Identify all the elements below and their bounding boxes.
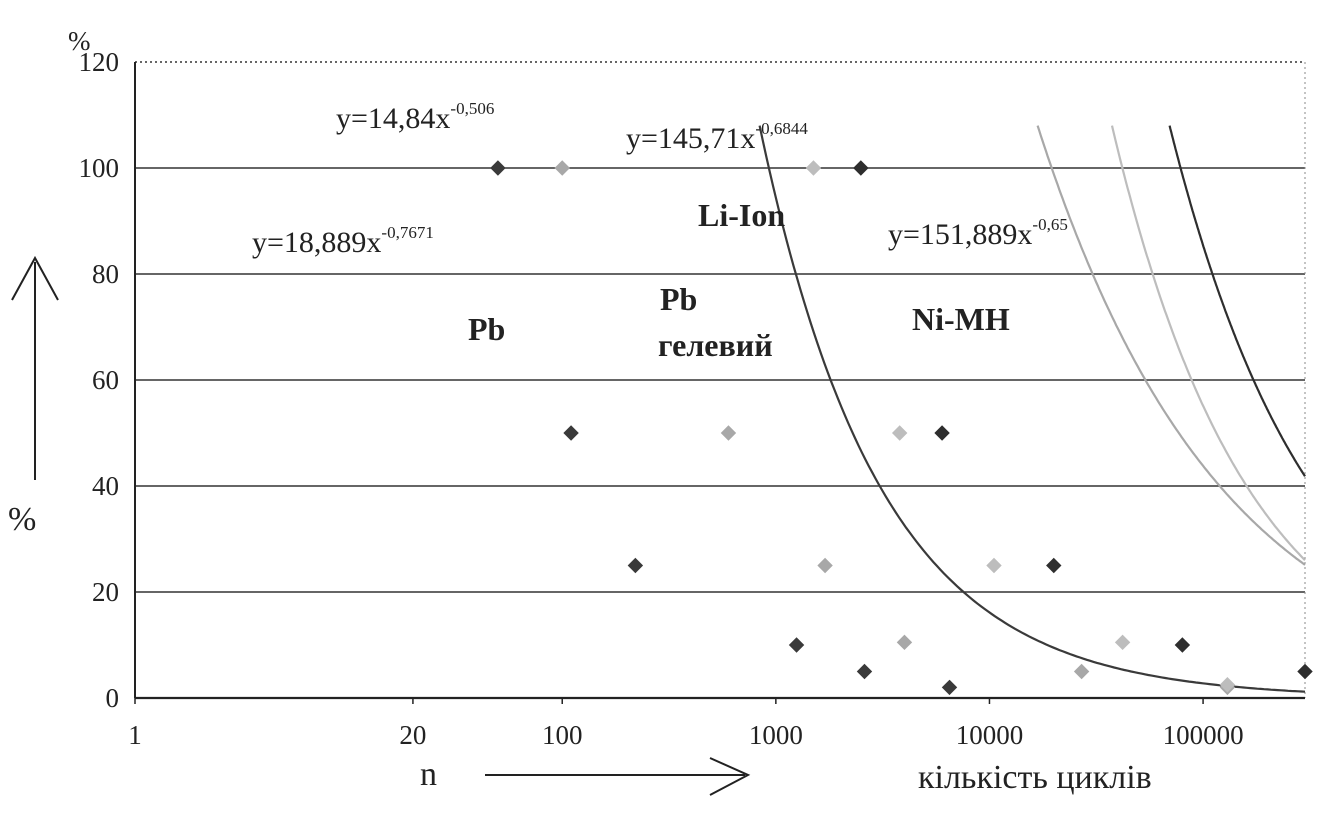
x-tick-label: 10000 [956,720,1024,750]
equation-pb-gel-base: y=14,84x [336,102,450,135]
x-tick-label: 100 [542,720,583,750]
equation-ni-mh: y=151,889x-0,65 [888,215,1068,251]
data-point [986,557,1002,574]
data-point [490,160,506,176]
equation-pb-gel-exponent: -0,506 [450,99,494,118]
equation-pb-gel: y=14,84x-0,506 [336,99,494,135]
series-label-pb-gel-line2: гелевий [658,327,773,363]
data-point [563,425,579,441]
data-point [720,425,737,441]
data-point [1046,557,1062,574]
data-point [941,679,958,696]
curve-layer [758,125,1306,693]
data-point [891,425,908,441]
y-axis-arrow [11,255,59,480]
equation-li-ion-exponent: -0,6844 [755,119,808,138]
data-point [853,160,869,176]
point-layer [490,160,1313,696]
x-tick-label: 1000 [749,720,803,750]
x-axis-arrow [485,757,751,796]
y-tick-label: 80 [92,259,119,289]
series-label-pb: Pb [468,311,505,347]
data-point [788,637,805,653]
data-point [856,663,873,680]
data-point [554,160,570,176]
y-tick-label: 60 [92,365,119,395]
y-tick-label: 0 [106,683,120,713]
equation-pb-base: y=18,889x [252,226,381,259]
trendline-0 [758,125,1306,693]
data-point [805,160,822,176]
y-tick-label: 120 [79,47,120,77]
equation-ni-mh-exponent: -0,65 [1032,215,1067,234]
y-unit-top: % [68,26,91,56]
data-point [1297,663,1313,680]
data-point [1073,663,1090,680]
x-axis-caption: кількість циклів [918,759,1152,796]
equation-pb: y=18,889x-0,7671 [252,223,434,259]
y-tick-label: 20 [92,577,119,607]
data-point [1114,634,1131,651]
y-tick-label: 100 [79,153,120,183]
equation-ni-mh-base: y=151,889x [888,218,1032,251]
equation-pb-exponent: -0,7671 [381,223,433,242]
x-axis-symbol: n [420,756,437,793]
equation-li-ion-base: y=145,71x [626,122,755,155]
trendline-3 [1168,125,1306,477]
y-tick-label: 40 [92,471,119,501]
data-point [934,425,950,441]
trendline-1 [1036,125,1306,566]
data-point [1174,637,1191,653]
data-point [1219,677,1236,693]
equation-li-ion: y=145,71x-0,6844 [626,119,808,155]
trendline-2 [1110,125,1306,561]
data-point [817,557,833,574]
x-tick-label: 20 [399,720,426,750]
x-tick-label: 100000 [1163,720,1244,750]
series-label-pb-gel-line1: Pb [660,281,697,317]
series-label-li-ion: Li-Ion [698,197,785,233]
x-tick-label: 1 [128,720,142,750]
series-label-ni-mh: Ni-MH [912,301,1010,337]
data-point [627,557,644,574]
grid-layer [134,61,1306,704]
data-point [896,634,913,651]
y-axis-label: % [8,501,36,538]
